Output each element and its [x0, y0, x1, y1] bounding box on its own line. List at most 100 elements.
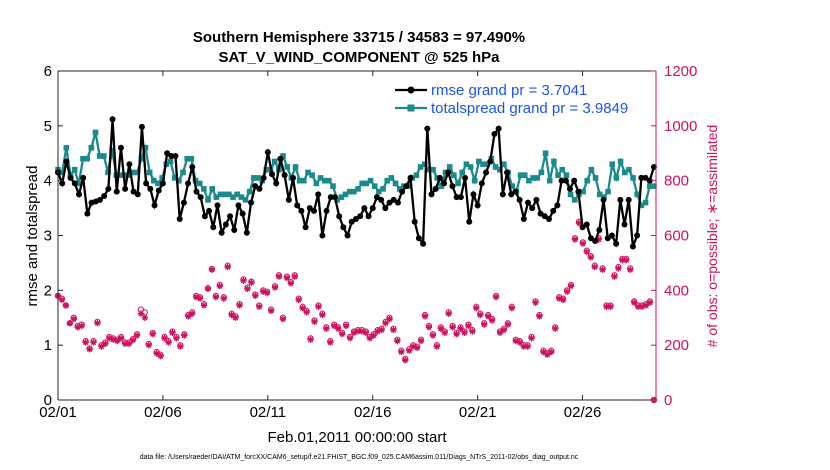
totalspread-point — [417, 164, 424, 170]
obs-assimilated-point — [252, 292, 259, 300]
y-axis-label: rmse and totalspread — [24, 166, 41, 307]
obs-assimilated-point — [646, 299, 654, 306]
rmse-point — [575, 188, 582, 195]
totalspread-point — [359, 180, 366, 187]
totalspread-point — [338, 194, 345, 200]
rmse-point — [239, 210, 246, 217]
totalspread-point — [351, 188, 357, 195]
obs-assimilated-point — [579, 240, 587, 247]
rmse-point — [180, 199, 187, 206]
totalspread-point — [642, 199, 649, 206]
totalspread-point — [217, 191, 224, 198]
totalspread-point — [130, 169, 136, 176]
x-tick-label: 02/21 — [459, 404, 497, 421]
rmse-point — [327, 194, 334, 201]
totalspread-point — [367, 177, 374, 184]
totalspread-point — [526, 177, 532, 184]
totalspread-point — [142, 144, 149, 151]
rmse-point — [185, 180, 192, 187]
rmse-point — [487, 158, 494, 165]
y-tick-label: 0 — [44, 392, 52, 409]
totalspread-point — [301, 177, 307, 184]
obs-assimilated-point — [137, 310, 145, 317]
obs-assimilated-point — [571, 236, 579, 243]
obs-assimilated-point — [461, 329, 468, 337]
totalspread-point — [451, 172, 457, 178]
obs-assimilated-point — [607, 303, 614, 310]
y2-tick-label: 600 — [664, 228, 689, 245]
rmse-point — [189, 163, 196, 170]
totalspread-point — [76, 180, 82, 187]
x-tick-label: 02/16 — [354, 404, 392, 421]
obs-assimilated-point — [224, 263, 231, 271]
rmse-point — [273, 180, 280, 187]
totalspread-point — [542, 150, 549, 157]
totalspread-point — [251, 175, 257, 181]
totalspread-point — [188, 155, 195, 162]
rmse-point — [621, 221, 628, 228]
obs-assimilated-point — [421, 313, 429, 320]
totalspread-point — [321, 177, 328, 184]
rmse-point — [457, 194, 464, 201]
totalspread-point — [180, 169, 186, 176]
totalspread-point — [471, 177, 478, 184]
obs-assimilated-point — [212, 293, 220, 301]
totalspread-point — [476, 158, 482, 165]
obs-assimilated-point — [532, 299, 539, 306]
totalspread-point — [101, 153, 107, 159]
obs-assimilated-point — [125, 340, 133, 347]
totalspread-point — [509, 183, 516, 189]
obs-assimilated-point — [634, 303, 642, 310]
rmse-point — [571, 177, 578, 184]
obs-assimilated-point — [559, 296, 567, 304]
totalspread-point — [209, 186, 215, 192]
obs-assimilated-point — [386, 315, 393, 323]
obs-assimilated-point — [587, 254, 594, 261]
obs-assimilated-point — [208, 266, 216, 273]
rmse-point — [533, 196, 540, 203]
obs-assimilated-point — [248, 279, 255, 286]
totalspread-point — [563, 172, 570, 178]
obs-assimilated-point — [153, 350, 160, 357]
obs-assimilated-point — [417, 337, 425, 345]
totalspread-point — [480, 161, 486, 168]
rmse-point — [264, 149, 271, 156]
totalspread-point — [167, 158, 174, 165]
rmse-point — [214, 202, 221, 209]
obs-assimilated-point — [228, 311, 235, 319]
obs-assimilated-point — [615, 265, 622, 272]
obs-assimilated-point — [62, 302, 70, 309]
obs-assimilated-point — [220, 295, 227, 302]
totalspread-point — [317, 175, 324, 181]
totalspread-point — [246, 188, 253, 195]
obs-assimilated-point — [331, 322, 338, 330]
rmse-point — [340, 224, 347, 231]
obs-assimilated-point — [94, 320, 101, 327]
obs-assimilated-point — [623, 256, 630, 264]
rmse-point — [378, 196, 385, 203]
obs-assimilated-point — [263, 289, 271, 297]
totalspread-point — [459, 169, 466, 176]
rmse-point — [344, 232, 351, 239]
obs-assimilated-point — [149, 331, 156, 338]
rmse-point — [638, 174, 645, 181]
obs-assimilated-point — [402, 357, 409, 364]
obs-assimilated-point — [378, 326, 385, 334]
obs-assimilated-point — [382, 320, 389, 327]
obs-assimilated-point — [145, 341, 152, 349]
obs-assimilated-point — [185, 313, 192, 320]
y-tick-label: 3 — [44, 228, 52, 245]
y2-tick-label: 1000 — [664, 118, 697, 135]
rmse-point — [495, 125, 502, 132]
obs-assimilated-point — [287, 280, 295, 287]
totalspread-point — [105, 169, 111, 176]
y-tick-label: 5 — [44, 118, 52, 135]
totalspread-point — [134, 169, 140, 176]
obs-assimilated-point — [315, 303, 322, 310]
obs-assimilated-point — [323, 325, 330, 332]
obs-assimilated-point — [110, 336, 117, 343]
rmse-point — [474, 202, 481, 209]
chart-title: Southern Hemisphere 33715 / 34583 = 97.4… — [193, 29, 525, 46]
totalspread-point — [371, 183, 378, 189]
